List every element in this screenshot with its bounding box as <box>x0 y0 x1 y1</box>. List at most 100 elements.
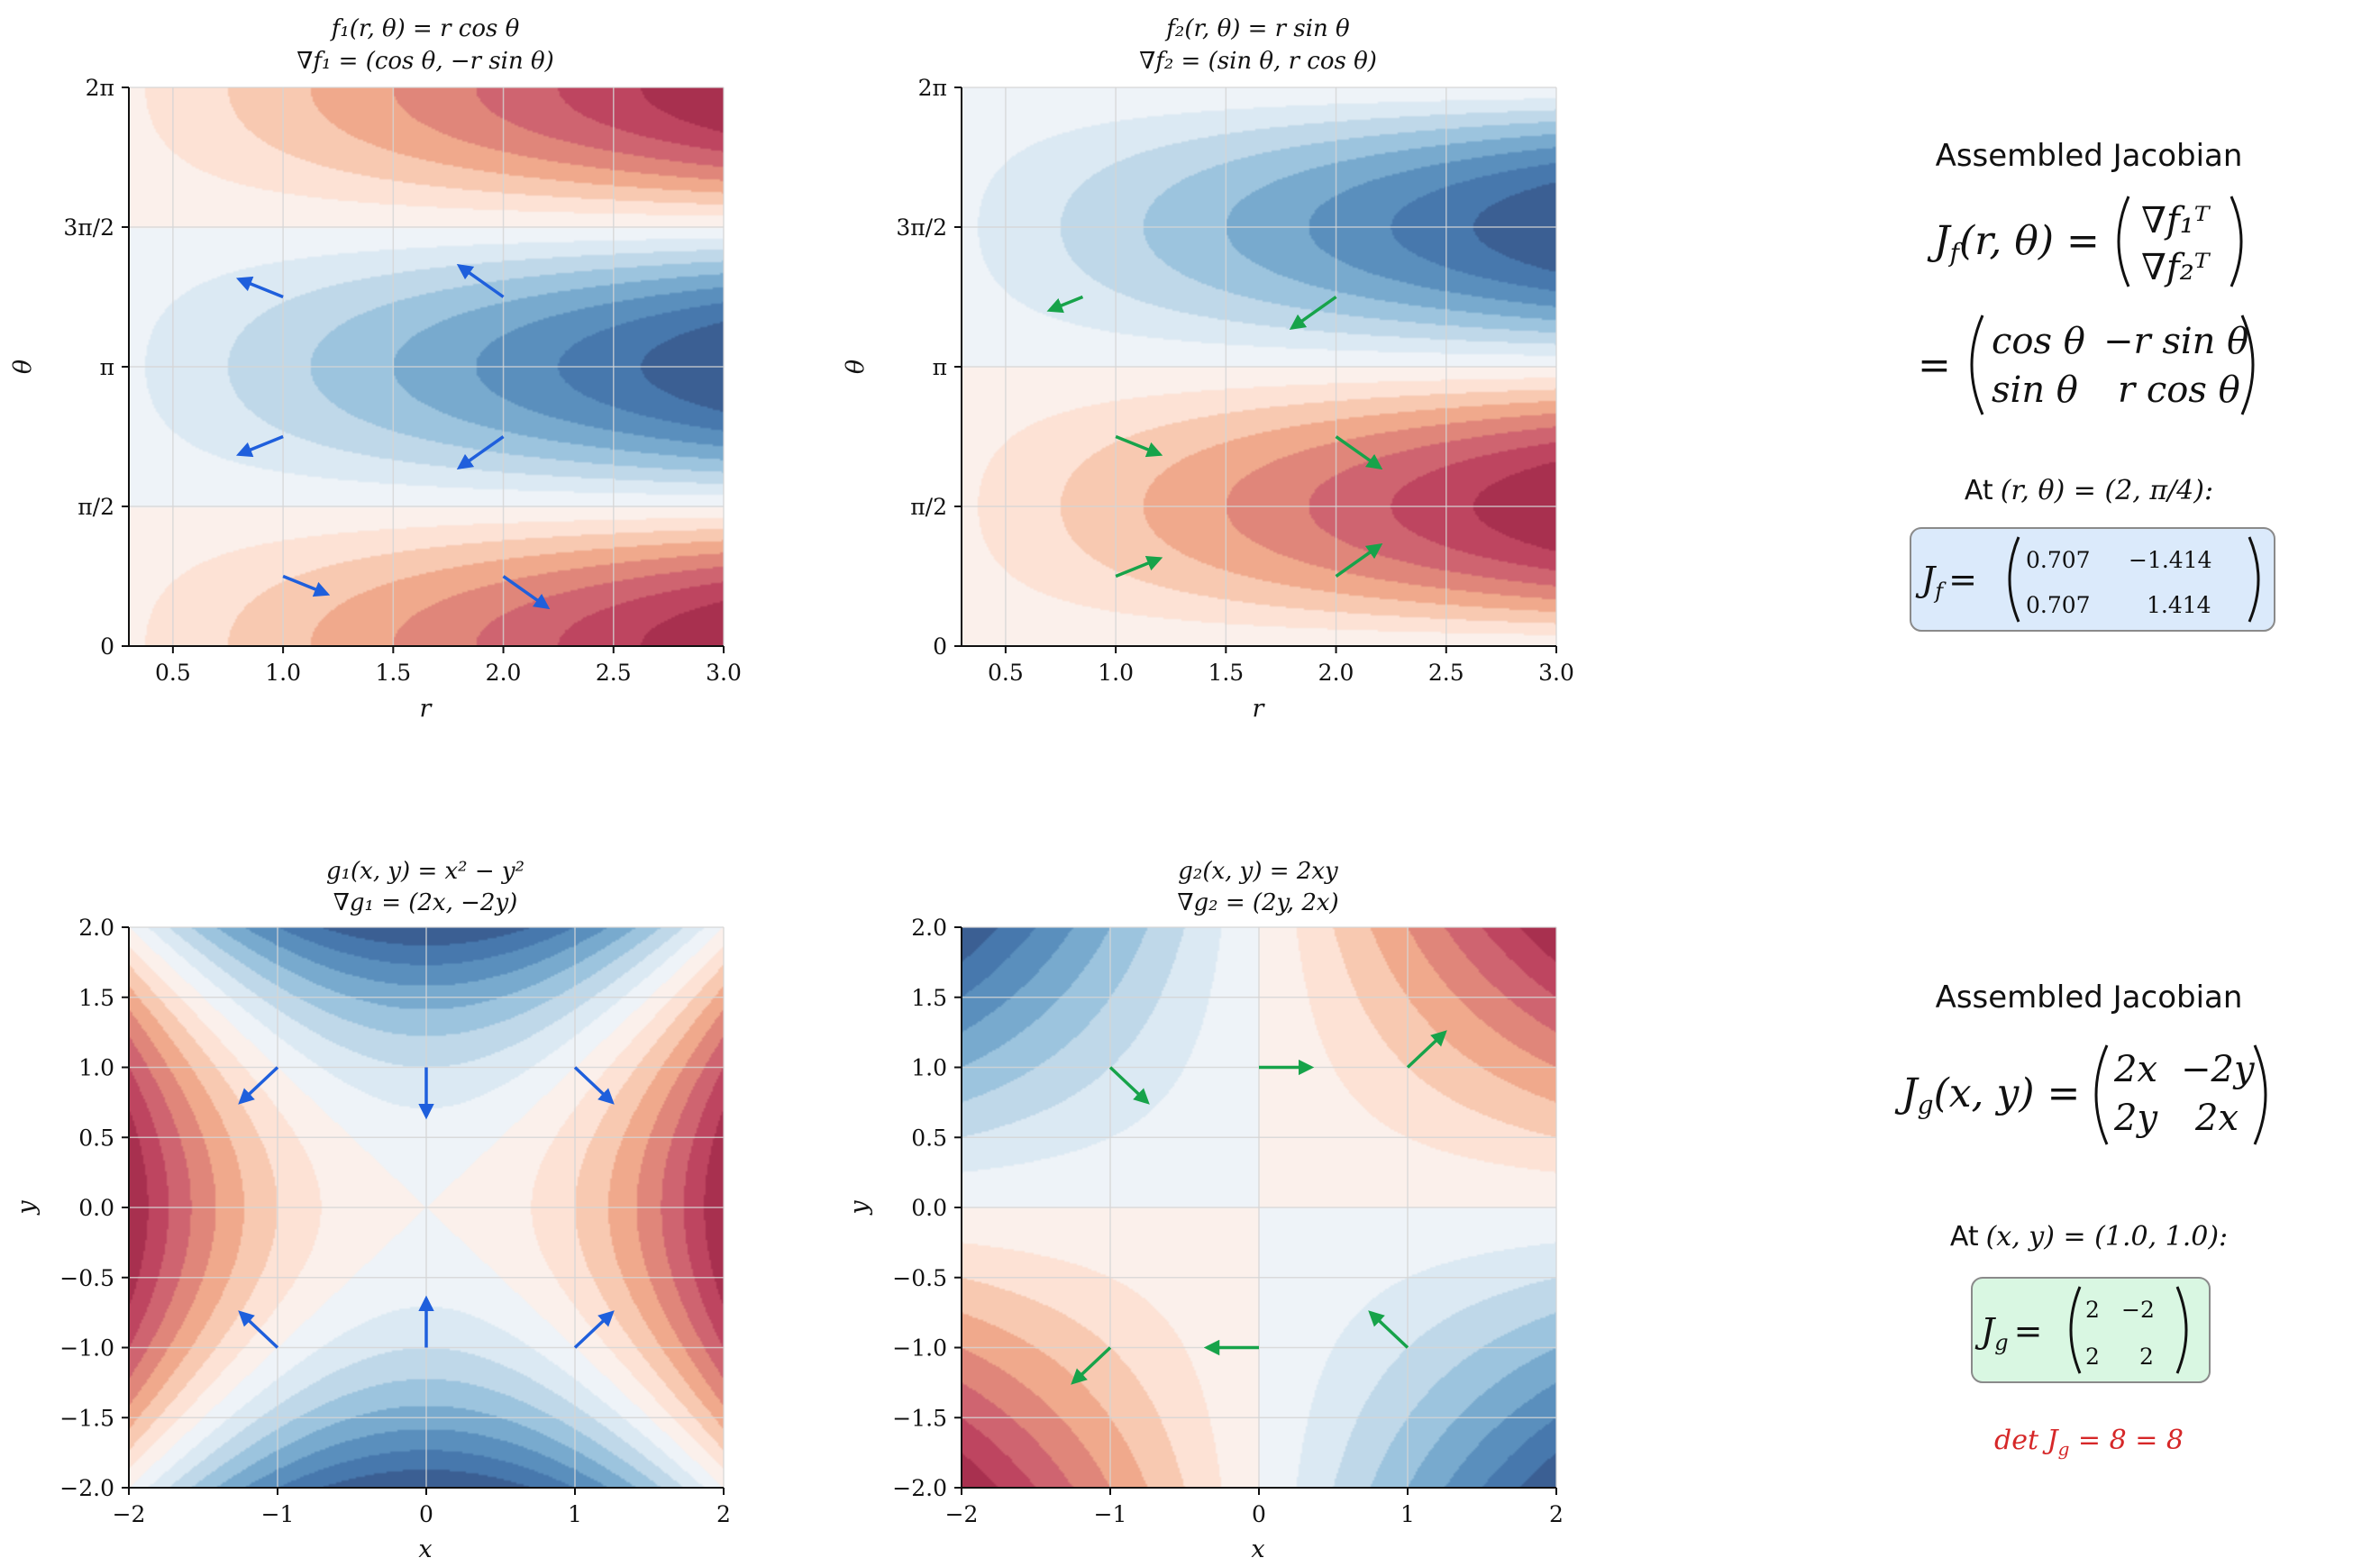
jacobian-g-lhs: Jg(x, y) = <box>1894 1070 2080 1120</box>
plot-area-f2: 0.5 1.0 1.5 2.0 2.5 3.0 0 π/2 π 3π/2 2π <box>896 75 1574 686</box>
jacobian-g-symbolic-matrix: 2x −2y 2y 2x <box>2094 1044 2267 1145</box>
y-tick-label: −0.5 <box>892 1265 947 1291</box>
plot-area-g1: −2 −1 0 1 2 −2.0 −1.5 −1.0 −0.5 0.0 0.5 1.0 1.5 2.0 <box>59 915 731 1527</box>
x-tick-label: −1 <box>261 1501 295 1527</box>
x-tick-label: −2 <box>113 1501 146 1527</box>
panel-g2-ylabel: y <box>845 1200 873 1216</box>
jacobian-g-eval-box <box>1971 1277 2211 1383</box>
y-tick-label: 1.5 <box>911 985 947 1011</box>
gradient-arrow <box>456 435 505 470</box>
jacobian-f-lhs: Jf(r, θ) = <box>1927 218 2100 268</box>
x-tick-label: 1.0 <box>1098 660 1134 686</box>
panel-f2-title-line1: f₂(r, θ) = r sin θ <box>1164 15 1350 42</box>
x-tick-label: −2 <box>945 1501 979 1527</box>
x-tick-label: 2 <box>716 1501 731 1527</box>
jacobian-g-determinant: det Jg = 8 = 8 <box>1994 1425 2184 1460</box>
y-tick-label: −1.0 <box>59 1335 114 1362</box>
panel-g2-title-line1: g₂(x, y) = 2xy <box>1178 858 1338 885</box>
jacobian-f-m12: −r sin θ <box>2103 321 2248 362</box>
panel-f2-ylabel: θ <box>842 360 870 374</box>
jacobian-f-row2: ∇f₂ᵀ <box>2141 247 2211 288</box>
x-tick-label: 0 <box>419 1501 433 1527</box>
x-tick-label: −1 <box>1094 1501 1127 1527</box>
y-tick-label: 3π/2 <box>63 214 114 241</box>
y-tick-label: −2.0 <box>59 1475 114 1501</box>
gradient-arrow <box>282 574 331 597</box>
y-tick-label: 1.5 <box>78 985 114 1011</box>
jacobian-g-panel: Assembled Jacobian Jg(x, y) = 2x −2y 2y … <box>1894 979 2267 1460</box>
jacobian-f-heading: Assembled Jacobian <box>1936 138 2243 174</box>
x-tick-label: 0.5 <box>988 660 1024 686</box>
x-tick-label: 2.5 <box>1428 660 1464 686</box>
jacobian-f-row1: ∇f₁ᵀ <box>2141 200 2211 241</box>
jacobian-g-e11: 2 <box>2085 1297 2100 1323</box>
y-tick-label: π/2 <box>78 494 114 520</box>
y-tick-label: −1.5 <box>59 1405 114 1431</box>
y-tick-label: 3π/2 <box>896 214 947 241</box>
gradient-arrow <box>1289 296 1337 331</box>
y-tick-label: 0 <box>100 633 114 660</box>
panel-g1: g₁(x, y) = x² − y² ∇g₁ = (2x, −2y) −2 −1 0… <box>13 858 731 1563</box>
x-tick-label: 2 <box>1549 1501 1564 1527</box>
jacobian-g-e12: −2 <box>2121 1297 2155 1323</box>
jacobian-f-m21: sin θ <box>1992 369 2078 411</box>
x-tick-label: 1 <box>1400 1501 1415 1527</box>
jacobian-f-e22: 1.414 <box>2147 592 2211 618</box>
y-tick-label: 2π <box>86 75 114 101</box>
panel-f2: f₂(r, θ) = r sin θ ∇f₂ = (sin θ, r cos θ… <box>842 15 1574 723</box>
jacobian-g-m22: 2x <box>2194 1098 2239 1139</box>
y-tick-label: 1.0 <box>78 1055 114 1081</box>
plot-area-f1: 0.5 1.0 1.5 2.0 2.5 3.0 0 π/2 π 3π/2 2π <box>63 75 742 686</box>
y-tick-label: −1.5 <box>892 1405 947 1431</box>
panel-g1-title-line2: ∇g₁ = (2x, −2y) <box>333 889 518 916</box>
gradient-arrow <box>1368 1310 1409 1349</box>
x-tick-label: 0 <box>1252 1501 1266 1527</box>
jacobian-g-heading: Assembled Jacobian <box>1936 979 2243 1016</box>
panel-f2-xlabel: r <box>1253 695 1266 723</box>
x-tick-label: 1.5 <box>1208 660 1244 686</box>
x-tick-label: 0.5 <box>155 660 191 686</box>
panel-f1-ylabel: θ <box>9 360 37 374</box>
jacobian-f-m22: r cos θ <box>2118 369 2240 411</box>
jacobian-f-e11: 0.707 <box>2026 547 2091 573</box>
panel-g2: g₂(x, y) = 2xy ∇g₂ = (2y, 2x) −2 −1 0 1 2 −2.… <box>845 858 1564 1563</box>
panel-g1-xlabel: x <box>418 1535 432 1563</box>
y-tick-label: −1.0 <box>892 1335 947 1362</box>
x-tick-label: 1 <box>568 1501 582 1527</box>
gradient-arrow <box>1108 1066 1150 1105</box>
gradient-arrow <box>573 1310 615 1349</box>
jacobian-f-symbolic-matrix: cos θ −r sin θ sin θ r cos θ <box>1970 314 2255 415</box>
gradient-arrow <box>573 1066 615 1105</box>
gradient-arrow <box>1406 1030 1447 1069</box>
panel-g1-title-line1: g₁(x, y) = x² − y² <box>326 858 524 885</box>
jacobian-f-e12: −1.414 <box>2129 547 2212 573</box>
x-tick-label: 3.0 <box>1538 660 1574 686</box>
gradient-arrow <box>1046 295 1084 314</box>
y-tick-label: 0.5 <box>78 1125 114 1151</box>
y-tick-label: 2.0 <box>78 915 114 941</box>
gradient-arrow <box>502 575 551 610</box>
panel-f1-title-line2: ∇f₁ = (cos θ, −r sin θ) <box>296 48 554 75</box>
gradient-arrow <box>1071 1346 1112 1385</box>
jacobian-g-e21: 2 <box>2085 1344 2100 1370</box>
gradient-arrow <box>1115 434 1163 458</box>
y-tick-label: 1.0 <box>911 1055 947 1081</box>
panel-f1: f₁(r, θ) = r cos θ ∇f₁ = (cos θ, −r sin … <box>9 15 742 723</box>
gradient-arrow <box>1335 435 1383 470</box>
y-tick-label: π <box>100 354 114 380</box>
plot-area-g2: −2 −1 0 1 2 −2.0 −1.5 −1.0 −0.5 0.0 0.5 1.0 1.5 2.0 <box>892 915 1564 1527</box>
x-tick-label: 1.0 <box>265 660 301 686</box>
y-tick-label: 2.0 <box>911 915 947 941</box>
y-tick-label: 0.5 <box>911 1125 947 1151</box>
jacobian-f-eval-box <box>1910 527 2275 632</box>
x-tick-label: 2.5 <box>596 660 632 686</box>
x-tick-label: 2.0 <box>1318 660 1354 686</box>
y-tick-label: π/2 <box>910 494 947 520</box>
gradient-arrow <box>456 263 505 298</box>
gradient-arrow <box>238 1066 279 1105</box>
jacobian-f-m11: cos θ <box>1992 321 2085 362</box>
y-tick-label: π <box>933 354 947 380</box>
gradient-arrow <box>235 434 284 458</box>
jacobian-g-e22: 2 <box>2139 1344 2154 1370</box>
